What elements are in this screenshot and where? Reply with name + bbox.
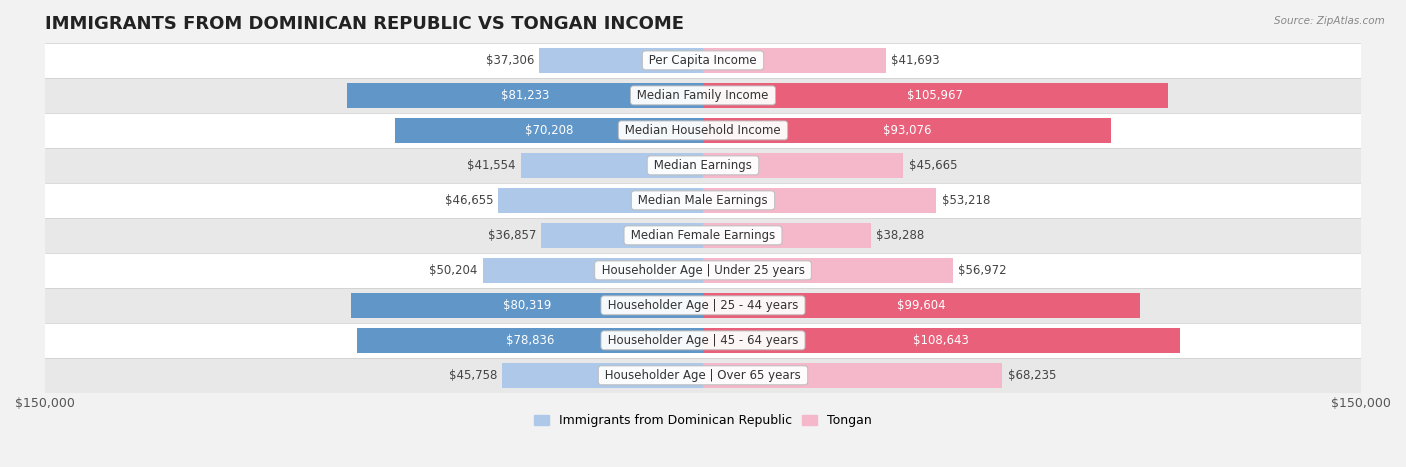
- Bar: [703, 188, 936, 213]
- Bar: [45, 113, 1361, 148]
- Text: Householder Age | Over 65 years: Householder Age | Over 65 years: [602, 369, 804, 382]
- Bar: [540, 48, 703, 73]
- Text: $53,218: $53,218: [942, 194, 990, 207]
- Bar: [45, 218, 1361, 253]
- Bar: [703, 118, 1111, 143]
- Bar: [350, 293, 703, 318]
- Bar: [541, 223, 703, 248]
- Bar: [502, 363, 703, 388]
- Bar: [703, 293, 1140, 318]
- Bar: [45, 148, 1361, 183]
- Bar: [703, 153, 903, 178]
- Text: Householder Age | 45 - 64 years: Householder Age | 45 - 64 years: [605, 334, 801, 347]
- Bar: [703, 223, 870, 248]
- Text: Householder Age | 25 - 44 years: Householder Age | 25 - 44 years: [605, 299, 801, 312]
- Text: $50,204: $50,204: [429, 264, 478, 277]
- Text: $70,208: $70,208: [524, 124, 574, 137]
- Text: $108,643: $108,643: [914, 334, 969, 347]
- Text: Median Female Earnings: Median Female Earnings: [627, 229, 779, 242]
- Text: $56,972: $56,972: [959, 264, 1007, 277]
- Bar: [520, 153, 703, 178]
- Bar: [45, 358, 1361, 393]
- Text: $81,233: $81,233: [501, 89, 548, 102]
- Text: Per Capita Income: Per Capita Income: [645, 54, 761, 67]
- Text: Median Family Income: Median Family Income: [634, 89, 772, 102]
- Bar: [45, 288, 1361, 323]
- Text: $38,288: $38,288: [876, 229, 925, 242]
- Text: $99,604: $99,604: [897, 299, 946, 312]
- Text: Householder Age | Under 25 years: Householder Age | Under 25 years: [598, 264, 808, 277]
- Bar: [45, 183, 1361, 218]
- Bar: [703, 328, 1180, 353]
- Text: $36,857: $36,857: [488, 229, 536, 242]
- Bar: [45, 43, 1361, 78]
- Text: $80,319: $80,319: [502, 299, 551, 312]
- Bar: [703, 83, 1168, 108]
- Bar: [357, 328, 703, 353]
- Bar: [45, 253, 1361, 288]
- Bar: [703, 363, 1002, 388]
- Text: $105,967: $105,967: [907, 89, 963, 102]
- Legend: Immigrants from Dominican Republic, Tongan: Immigrants from Dominican Republic, Tong…: [529, 409, 877, 432]
- Text: $68,235: $68,235: [1008, 369, 1056, 382]
- Bar: [482, 258, 703, 283]
- Bar: [347, 83, 703, 108]
- Text: $41,693: $41,693: [891, 54, 939, 67]
- Bar: [45, 323, 1361, 358]
- Text: $37,306: $37,306: [485, 54, 534, 67]
- Bar: [498, 188, 703, 213]
- Text: $45,758: $45,758: [449, 369, 496, 382]
- Text: Median Household Income: Median Household Income: [621, 124, 785, 137]
- Text: IMMIGRANTS FROM DOMINICAN REPUBLIC VS TONGAN INCOME: IMMIGRANTS FROM DOMINICAN REPUBLIC VS TO…: [45, 15, 683, 33]
- Bar: [703, 258, 953, 283]
- Text: Median Male Earnings: Median Male Earnings: [634, 194, 772, 207]
- Text: Source: ZipAtlas.com: Source: ZipAtlas.com: [1274, 16, 1385, 26]
- Text: $46,655: $46,655: [444, 194, 494, 207]
- Text: $78,836: $78,836: [506, 334, 554, 347]
- Bar: [703, 48, 886, 73]
- Bar: [45, 78, 1361, 113]
- Text: $45,665: $45,665: [908, 159, 957, 172]
- Bar: [395, 118, 703, 143]
- Text: Median Earnings: Median Earnings: [650, 159, 756, 172]
- Text: $93,076: $93,076: [883, 124, 931, 137]
- Text: $41,554: $41,554: [467, 159, 516, 172]
